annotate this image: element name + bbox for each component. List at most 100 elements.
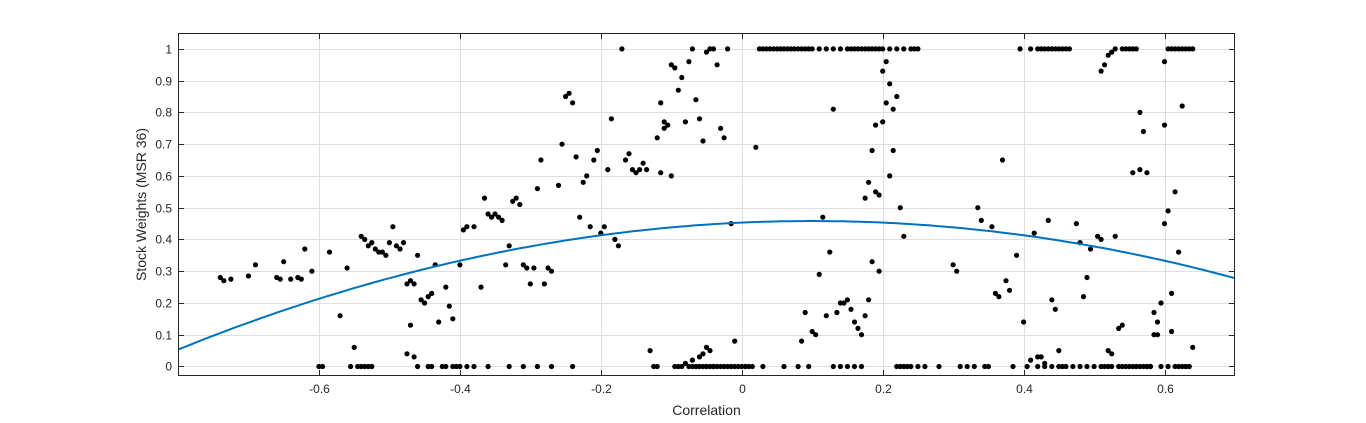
scatter-point xyxy=(661,125,667,131)
scatter-point xyxy=(1024,363,1030,370)
scatter-point xyxy=(1137,109,1143,115)
scatter-point xyxy=(411,354,417,360)
scatter-point xyxy=(866,179,872,185)
scatter-point xyxy=(1077,363,1083,370)
scatter-point xyxy=(992,290,999,296)
scatter-point xyxy=(534,363,541,370)
scatter-point xyxy=(531,265,537,271)
x-tick-label: 0.2 xyxy=(875,382,892,396)
x-axis-label: Correlation xyxy=(672,402,740,418)
y-tick-label: 0.2 xyxy=(155,297,172,311)
scatter-point xyxy=(894,93,900,100)
scatter-point xyxy=(640,160,646,166)
scatter-point xyxy=(661,119,667,125)
scatter-point xyxy=(1087,246,1094,252)
plot-area xyxy=(177,33,1236,376)
tick-marks xyxy=(178,33,1235,376)
scatter-point xyxy=(672,65,678,71)
scatter-point xyxy=(1095,233,1101,239)
scatter-points xyxy=(217,46,1196,370)
scatter-point xyxy=(989,224,995,230)
scatter-point xyxy=(1176,249,1182,255)
scatter-point xyxy=(446,303,452,309)
scatter-point xyxy=(545,265,551,271)
scatter-point xyxy=(718,125,724,131)
scatter-point xyxy=(1112,46,1118,52)
x-tick-label: 0 xyxy=(739,382,746,396)
scatter-point xyxy=(978,217,984,223)
scatter-point xyxy=(739,363,745,370)
scatter-point xyxy=(1137,167,1143,173)
scatter-point xyxy=(407,322,414,328)
scatter-point xyxy=(954,268,960,274)
scatter-point xyxy=(753,144,759,150)
scatter-point xyxy=(1130,363,1136,370)
scatter-point xyxy=(1031,230,1037,236)
scatter-point xyxy=(844,363,851,370)
scatter-point xyxy=(975,205,981,211)
scatter-point xyxy=(781,363,787,370)
scatter-point xyxy=(721,135,727,141)
scatter-point xyxy=(1119,322,1125,328)
scatter-point xyxy=(365,243,371,249)
scatter-point xyxy=(443,284,449,290)
scatter-point xyxy=(548,363,555,370)
scatter-point xyxy=(608,116,615,122)
scatter-point xyxy=(1105,363,1111,370)
scatter-point xyxy=(749,363,755,370)
scatter-point xyxy=(1084,363,1090,370)
scatter-point xyxy=(1042,46,1048,52)
scatter-point xyxy=(696,363,703,370)
y-tick-label: 0.7 xyxy=(155,138,172,152)
scatter-point xyxy=(362,236,368,242)
scatter-point xyxy=(397,246,403,252)
scatter-point xyxy=(591,157,597,163)
scatter-point xyxy=(499,217,505,223)
scatter-point xyxy=(471,363,477,370)
scatter-point xyxy=(1084,274,1090,281)
scatter-point xyxy=(950,262,956,268)
scatter-point xyxy=(1151,309,1157,316)
scatter-point xyxy=(760,363,766,370)
y-tick-label: 1 xyxy=(165,43,172,57)
scatter-point xyxy=(1080,294,1087,300)
scatter-point xyxy=(541,281,548,287)
scatter-point xyxy=(460,227,466,233)
scatter-point xyxy=(383,252,389,258)
scatter-point xyxy=(633,170,639,176)
scatter-point xyxy=(887,81,893,87)
scatter-point xyxy=(1109,351,1115,357)
scatter-point xyxy=(1056,363,1062,370)
scatter-point xyxy=(1176,46,1182,52)
scatter-point xyxy=(880,119,886,125)
scatter-point xyxy=(1003,278,1009,284)
scatter-point xyxy=(252,262,259,268)
scatter-point xyxy=(894,46,900,52)
scatter-point xyxy=(707,348,713,354)
scatter-point xyxy=(362,363,368,370)
scatter-point xyxy=(827,249,833,255)
scatter-point xyxy=(1035,354,1041,360)
scatter-point xyxy=(1049,363,1055,370)
scatter-point xyxy=(689,357,696,363)
scatter-point xyxy=(538,157,544,163)
scatter-point xyxy=(880,68,886,74)
scatter-point xyxy=(887,173,893,179)
scatter-point xyxy=(520,363,526,370)
scatter-point xyxy=(555,182,562,188)
scatter-point xyxy=(806,363,812,370)
scatter-point xyxy=(626,151,632,157)
x-tick-label: -0.2 xyxy=(591,382,612,396)
scatter-point xyxy=(1165,363,1171,370)
scatter-point xyxy=(809,328,815,335)
scatter-point xyxy=(858,363,865,370)
scatter-point xyxy=(1161,122,1168,128)
scatter-point xyxy=(358,233,364,239)
scatter-point xyxy=(837,363,844,370)
scatter-point xyxy=(693,97,699,103)
scatter-point xyxy=(647,348,653,354)
scatter-point xyxy=(922,363,928,370)
scatter-point xyxy=(1165,208,1171,214)
scatter-point xyxy=(809,46,815,52)
scatter-point xyxy=(799,338,805,344)
